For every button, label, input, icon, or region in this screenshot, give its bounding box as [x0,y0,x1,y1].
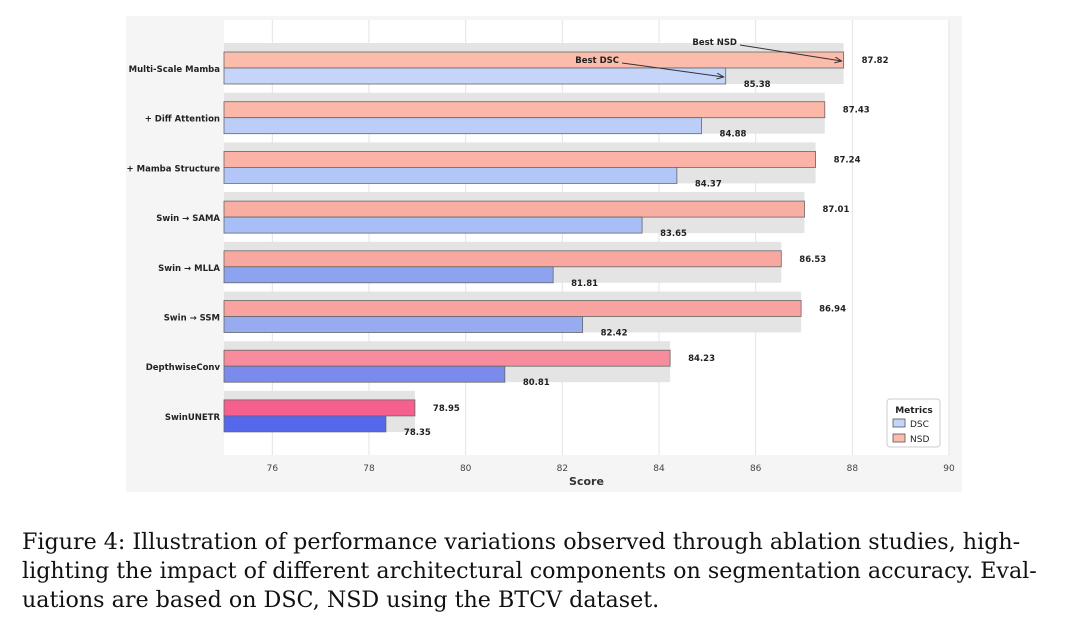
bar-nsd-swin-ssm [223,300,802,317]
bar-nsd-swinunetr [223,399,416,417]
value-label-dsc-swin-ssm: 82.42 [601,329,628,339]
category-label-swin-ssm: Swin → SSM [164,314,220,324]
value-label-nsd-swin-mlla: 86.53 [799,255,826,265]
legend-swatch-nsd [892,433,906,443]
bar-nsd-multi-scale-mamba [223,51,845,69]
ablation-bar-chart: 87.82 85.38 87.43 84.88 87.24 84.37 87.01 83.65… [126,20,955,488]
legend: Metrics DSC NSD [886,398,941,448]
bar-dsc-swin-sama [223,216,643,234]
bar-dsc-swin-mlla [223,266,554,284]
bar-dsc-swin-ssm [223,316,584,333]
bars [223,51,845,433]
legend-swatch-dsc [892,418,906,428]
x-axis-ticks: 76 78 80 82 84 86 88 90 [267,464,955,474]
legend-title: Metrics [895,406,933,416]
x-tick-label-76: 76 [267,464,279,474]
bar-nsd-depthwiseconv [223,349,671,367]
best-dsc-arrow [621,62,724,77]
annotation-best-nsd: Best NSD [692,38,841,61]
bar-nsd-diff-attention [223,101,826,119]
category-label-diff-attention: + Diff Attention [145,115,220,125]
bar-nsd-mamba-structure [223,150,816,168]
category-label-swinunetr: SwinUNETR [165,413,221,423]
y-axis-labels: + Multi-Scale Mamba + Diff Attention + Mam… [126,65,220,423]
value-label-nsd-swin-ssm: 86.94 [819,305,846,315]
figure-panel: 87.82 85.38 87.43 84.88 87.24 84.37 87.01 83.65… [126,16,962,492]
best-dsc-label: Best DSC [575,56,619,66]
caption-line: uations are based on DSC, NSD using the … [22,587,660,613]
value-label-nsd-swinunetr: 78.95 [433,404,460,414]
value-label-nsd-multi-scale-mamba: 87.82 [862,56,889,66]
plot-area [224,20,949,455]
category-label-depthwiseconv: DepthwiseConv [146,363,221,373]
x-tick-label-88: 88 [847,464,859,474]
category-label-swin-sama: Swin → SAMA [156,214,220,224]
best-nsd-label: Best NSD [692,38,737,48]
x-tick-label-82: 82 [557,464,568,474]
caption-line: lighting the impact of different archite… [22,558,1037,584]
value-label-nsd-swin-sama: 87.01 [822,205,849,215]
x-tick-label-84: 84 [653,464,665,474]
bar-nsd-swin-sama [223,200,805,218]
figure-caption: Figure 4: Illustration of performance va… [22,528,1062,615]
value-label-dsc-swin-mlla: 81.81 [571,279,598,289]
value-label-nsd-mamba-structure: 87.24 [834,155,861,165]
x-tick-label-78: 78 [363,464,375,474]
bar-dsc-mamba-structure [223,166,678,184]
value-label-nsd-depthwiseconv: 84.23 [688,354,715,364]
x-axis-label: Score [569,475,604,488]
best-nsd-arrow [739,44,842,61]
x-tick-label-90: 90 [943,464,955,474]
value-label-nsd-diff-attention: 87.43 [843,106,870,116]
category-label-swin-mlla: Swin → MLLA [158,264,220,274]
value-label-dsc-multi-scale-mamba: 85.38 [744,80,771,90]
bar-dsc-depthwiseconv [223,365,506,383]
category-label-mamba-structure: + Mamba Structure [127,164,221,174]
legend-label-dsc: DSC [910,420,929,430]
bar-dsc-diff-attention [223,117,702,135]
value-label-dsc-diff-attention: 84.88 [720,130,747,140]
x-tick-label-86: 86 [750,464,762,474]
value-label-dsc-swinunetr: 78.35 [404,428,431,438]
value-label-dsc-mamba-structure: 84.37 [695,179,722,189]
value-label-dsc-swin-sama: 83.65 [660,229,687,239]
bar-dsc-multi-scale-mamba [223,67,727,85]
bar-dsc-swinunetr [223,415,387,433]
value-labels: 87.82 85.38 87.43 84.88 87.24 84.37 87.01 83.65… [404,56,889,438]
caption-line: Figure 4: Illustration of performance va… [22,529,1021,555]
annotation-best-dsc: Best DSC [575,56,723,77]
grid-lines [271,20,950,455]
legend-label-nsd: NSD [910,435,929,445]
value-label-dsc-depthwiseconv: 80.81 [523,378,550,388]
category-label-multi-scale-mamba: + Multi-Scale Mamba [126,65,220,75]
bar-nsd-swin-mlla [223,250,782,268]
x-tick-label-80: 80 [460,464,472,474]
